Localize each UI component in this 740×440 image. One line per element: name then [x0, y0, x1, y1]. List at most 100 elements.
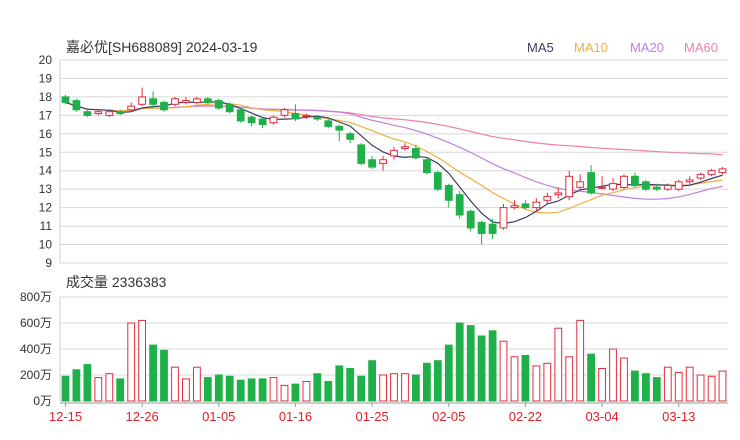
- candle-body: [313, 116, 322, 120]
- candle-body: [663, 185, 672, 190]
- volume-bar: [543, 362, 552, 402]
- candle: [554, 187, 563, 199]
- candle: [225, 102, 234, 114]
- date-axis: 12-15 12-26 01-05 01-16 01-25 02-05 02-22 03-04…: [49, 402, 728, 424]
- candle: [171, 96, 179, 107]
- volume-bar: [412, 374, 420, 402]
- volume-bar: [631, 370, 639, 402]
- candle: [379, 155, 388, 171]
- candle-body: [521, 203, 530, 209]
- volume-bar: [116, 378, 125, 402]
- volume-bar: [466, 325, 475, 402]
- volume-bar: [138, 319, 146, 402]
- candle: [565, 170, 574, 201]
- volume-bars: [61, 319, 727, 402]
- price-tick-label: 18: [39, 90, 53, 104]
- volume-bar: [477, 335, 486, 402]
- candle-body: [696, 173, 705, 179]
- candle: [346, 131, 355, 144]
- candle-body: [335, 125, 344, 131]
- candle: [685, 176, 694, 184]
- candle: [94, 109, 103, 116]
- candle: [477, 220, 486, 245]
- chart-title: 嘉必优[SH688089] 2024-03-19: [66, 39, 258, 55]
- candle-body: [258, 118, 267, 126]
- candle: [587, 165, 596, 195]
- volume-bar: [433, 360, 442, 402]
- candle: [412, 144, 420, 160]
- candle-body: [554, 192, 563, 196]
- volume-bar: [401, 373, 409, 402]
- candle-body: [685, 179, 694, 183]
- candle: [149, 91, 157, 108]
- candle: [368, 155, 377, 169]
- candle-body: [324, 120, 333, 127]
- price-tick-label: 16: [39, 127, 53, 141]
- volume-title: 成交量 2336383: [66, 274, 167, 290]
- volume-bar: [302, 381, 311, 402]
- candle-body: [576, 181, 585, 188]
- candle: [423, 157, 431, 175]
- volume-tick-label: 0万: [33, 394, 52, 408]
- candle: [510, 200, 519, 210]
- volume-bar: [258, 378, 267, 402]
- volume-bar: [379, 374, 388, 402]
- volume-bar: [423, 362, 431, 402]
- candle: [390, 146, 398, 160]
- candle: [444, 183, 453, 208]
- volume-tick-label: 800万: [20, 290, 52, 304]
- candle-body: [368, 159, 377, 168]
- moving-average-lines: [65, 101, 723, 225]
- candle: [521, 200, 530, 210]
- candlesticks: [61, 87, 727, 245]
- candle: [674, 179, 683, 192]
- candle: [642, 179, 650, 192]
- candle: [291, 104, 300, 121]
- volume-bar: [324, 381, 333, 402]
- x-tick-label: 01-25: [355, 409, 388, 424]
- candle-body: [499, 207, 508, 229]
- candle-body: [477, 221, 486, 234]
- price-tick-label: 15: [39, 145, 53, 159]
- volume-bar: [357, 375, 366, 402]
- candle-body: [94, 111, 103, 114]
- price-tick-label: 10: [39, 238, 53, 252]
- candle: [663, 183, 672, 192]
- candle-body: [182, 100, 190, 103]
- candle-body: [83, 111, 92, 116]
- ma5-line: [65, 101, 723, 225]
- candle: [455, 191, 464, 219]
- candle-body: [412, 148, 420, 159]
- volume-bar: [510, 356, 519, 402]
- candle: [466, 209, 475, 232]
- candle: [324, 119, 333, 129]
- volume-bar: [149, 344, 157, 402]
- volume-bar: [193, 366, 201, 402]
- volume-bar: [499, 340, 508, 402]
- candle: [302, 113, 311, 120]
- candle-body: [72, 100, 81, 111]
- volume-bar: [182, 378, 190, 402]
- price-tick-label: 17: [39, 108, 53, 122]
- volume-bar: [696, 374, 705, 402]
- candle-body: [379, 159, 388, 164]
- x-tick-label: 02-05: [432, 409, 465, 424]
- volume-bar: [280, 384, 289, 402]
- candle: [532, 198, 541, 212]
- candle-body: [674, 181, 683, 190]
- candle-body: [105, 111, 114, 116]
- volume-bar: [390, 373, 398, 402]
- volume-bar: [236, 379, 245, 402]
- candle: [203, 96, 212, 105]
- candle: [247, 115, 256, 127]
- candle-body: [423, 159, 431, 174]
- candle-body: [160, 101, 168, 111]
- candle: [83, 109, 92, 118]
- volume-bar: [335, 365, 344, 402]
- volume-bar: [707, 375, 716, 402]
- volume-bar: [160, 349, 168, 402]
- candle: [718, 167, 727, 175]
- candle-body: [510, 205, 519, 209]
- volume-bar: [642, 373, 650, 402]
